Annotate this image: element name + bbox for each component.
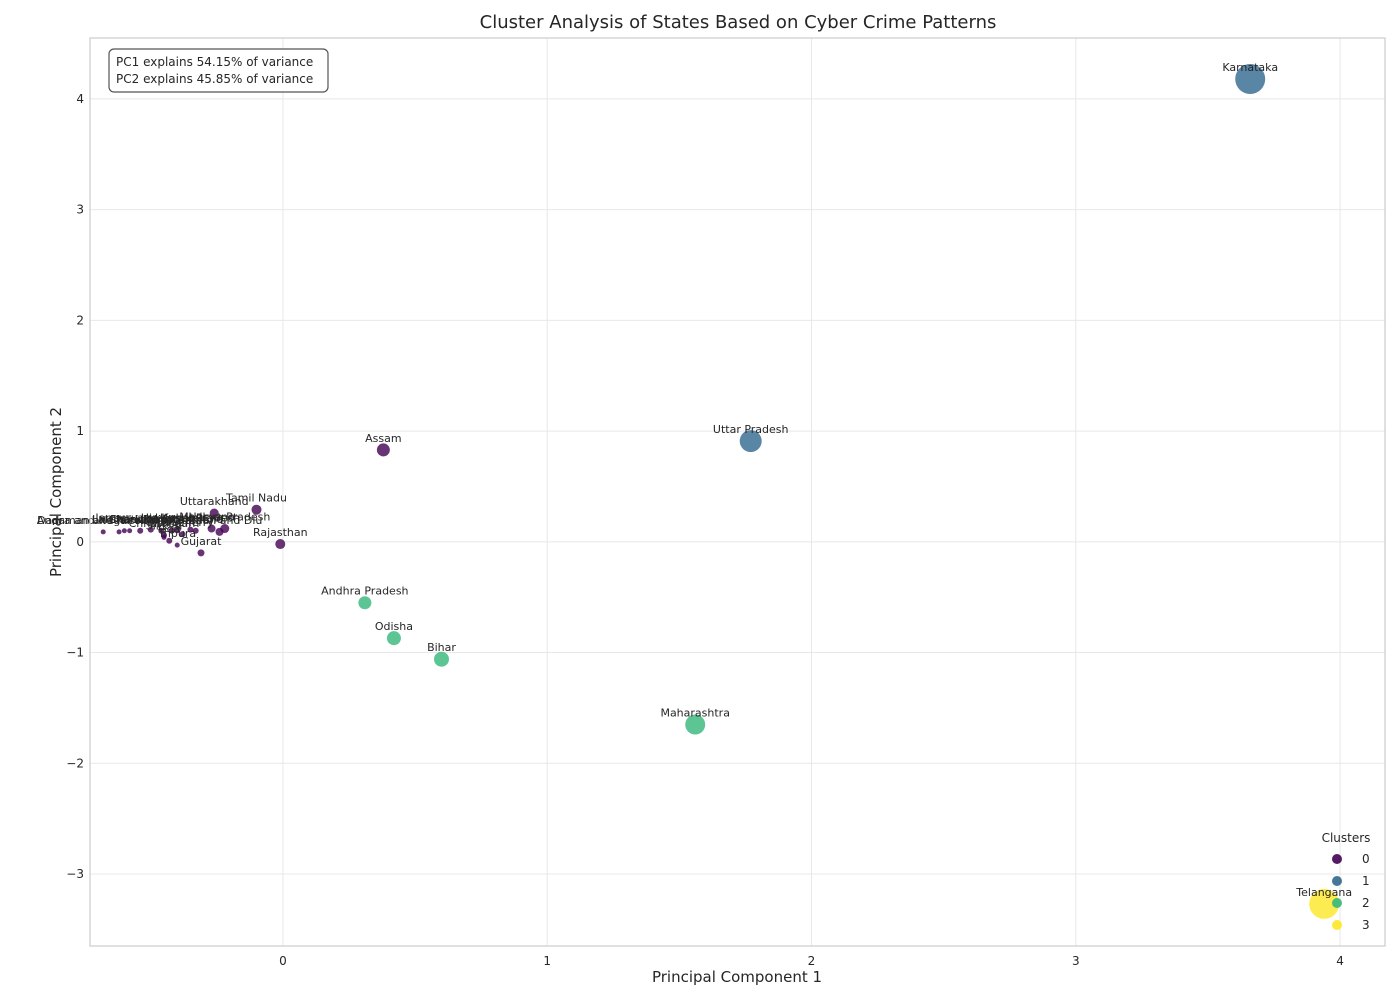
plot-frame xyxy=(89,37,1386,947)
point-label: Goa xyxy=(158,523,180,536)
point-label: Odisha xyxy=(375,620,413,633)
y-tick-label: 4 xyxy=(76,92,84,106)
y-tick-label: 2 xyxy=(76,313,84,327)
x-tick-label: 4 xyxy=(1336,954,1344,968)
data-point xyxy=(197,549,205,557)
y-tick-label: −3 xyxy=(66,867,84,881)
legend-marker xyxy=(1332,920,1342,930)
point-label: Maharashtra xyxy=(660,707,730,720)
data-point xyxy=(116,529,122,535)
data-point xyxy=(158,527,165,534)
x-tick-labels: 0 1 2 3 4 xyxy=(279,954,1344,968)
point-label: Uttarakhand xyxy=(180,495,249,508)
point-label: Uttar Pradesh xyxy=(713,423,789,436)
y-tick-label: −1 xyxy=(66,646,84,660)
data-point xyxy=(434,651,449,667)
data-point xyxy=(173,526,181,534)
data-point xyxy=(1309,888,1340,919)
chart-title: Cluster Analysis of States Based on Cybe… xyxy=(480,12,997,33)
point-label: Sikkim xyxy=(146,519,183,532)
point-label: Rajasthan xyxy=(253,526,308,539)
y-tick-label: 3 xyxy=(76,203,84,217)
y-tick-label: −2 xyxy=(66,756,84,770)
point-label: Himachal Pradesh xyxy=(141,512,240,525)
data-points xyxy=(100,63,1340,919)
point-label: Tripura xyxy=(157,527,196,540)
legend-title: Clusters xyxy=(1322,831,1371,845)
point-label: Karnataka xyxy=(1222,61,1278,74)
point-label: Telangana xyxy=(1295,886,1352,899)
data-point xyxy=(215,527,224,536)
x-tick-label: 3 xyxy=(1072,954,1080,968)
variance-annotation: PC1 explains 54.15% of variance PC2 expl… xyxy=(108,48,329,93)
annotation-line-pc2: PC2 explains 45.85% of variance xyxy=(116,72,313,86)
data-point xyxy=(168,527,175,534)
legend: Clusters 0 1 2 3 xyxy=(1322,831,1371,932)
x-axis-label: Principal Component 1 xyxy=(652,968,822,986)
point-label: Daman and Diu xyxy=(177,514,263,527)
point-label: Lakshadweep xyxy=(92,513,167,526)
point-label: Kerala xyxy=(160,512,195,525)
data-point xyxy=(376,443,390,457)
data-point xyxy=(137,527,144,534)
point-label: Andaman and Nicobar Islands xyxy=(37,514,202,527)
legend-marker xyxy=(1332,854,1342,864)
data-point xyxy=(207,524,216,533)
x-tick-label: 1 xyxy=(543,954,551,968)
point-label: Jharkhand xyxy=(167,513,224,526)
legend-marker xyxy=(1332,876,1342,886)
data-point xyxy=(209,508,219,518)
data-point xyxy=(739,430,762,453)
point-label: Haryana xyxy=(188,511,235,524)
y-tick-labels: −3 −2 −1 0 1 2 3 4 xyxy=(66,92,84,881)
data-point xyxy=(179,531,186,538)
data-point xyxy=(187,526,194,533)
data-point xyxy=(192,527,199,534)
point-label: Bihar xyxy=(427,641,456,654)
data-point xyxy=(1235,63,1266,94)
legend-label: 1 xyxy=(1362,874,1370,888)
data-point xyxy=(161,534,167,540)
point-label: Andhra Pradesh xyxy=(321,585,408,598)
annotation-line-pc1: PC1 explains 54.15% of variance xyxy=(116,55,313,69)
point-label: Delhi xyxy=(110,513,138,526)
x-tick-label: 2 xyxy=(808,954,816,968)
legend-label: 2 xyxy=(1362,896,1370,910)
y-axis-label: Principal Component 2 xyxy=(47,407,65,577)
legend-label: 3 xyxy=(1362,918,1370,932)
data-point xyxy=(147,526,154,533)
data-point xyxy=(358,596,372,610)
legend-marker xyxy=(1332,898,1342,908)
data-point xyxy=(166,537,173,544)
point-label: Punjab xyxy=(143,513,180,526)
data-point xyxy=(275,539,286,550)
legend-label: 0 xyxy=(1362,852,1370,866)
point-label: Tamil Nadu xyxy=(225,492,287,505)
data-point xyxy=(251,504,262,515)
point-label: Gujarat xyxy=(181,535,223,548)
x-tick-label: 0 xyxy=(279,954,287,968)
point-label: Mizoram xyxy=(148,513,195,526)
point-labels: Karnataka Uttar Pradesh Telangana Maharasht… xyxy=(37,61,1352,899)
y-tick-label: 1 xyxy=(76,424,84,438)
point-label: Madhya Pradesh xyxy=(179,511,270,524)
point-label: Assam xyxy=(365,432,401,445)
data-point xyxy=(174,542,180,548)
grid-lines xyxy=(90,38,1385,946)
point-label: Dadra and Nagar Haveli xyxy=(37,514,169,527)
annotation-box xyxy=(108,48,329,93)
data-point xyxy=(100,529,106,535)
data-point xyxy=(685,714,706,735)
data-point xyxy=(121,528,127,534)
data-point xyxy=(386,631,401,646)
y-tick-label: 0 xyxy=(76,535,84,549)
data-point xyxy=(127,528,133,534)
point-label: Jammu and Kashmir xyxy=(94,512,206,525)
point-label: Chhattisgarh xyxy=(129,517,200,530)
point-label: Puducherry xyxy=(151,516,214,529)
point-label: Chandigarh xyxy=(108,513,171,526)
